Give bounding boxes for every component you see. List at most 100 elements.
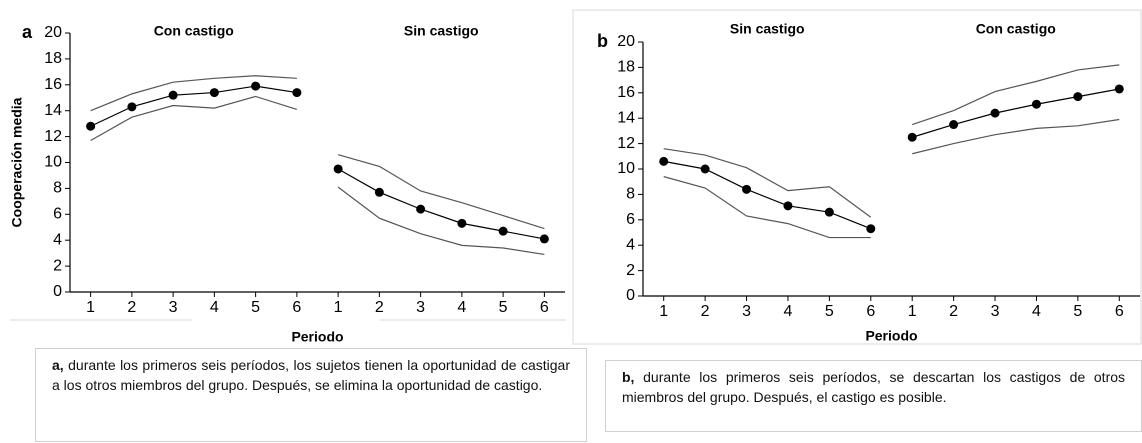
series-line xyxy=(90,85,297,127)
panel-label: b xyxy=(597,31,608,51)
x-tick-label: 4 xyxy=(210,299,219,316)
y-tick-label: 8 xyxy=(53,180,62,197)
caption-text: durante los primeros seis períodos, los … xyxy=(52,357,570,393)
data-point xyxy=(1031,99,1041,109)
y-tick-label: 0 xyxy=(626,287,635,304)
x-tick-label: 5 xyxy=(499,299,508,316)
section-title: Sin castigo xyxy=(404,23,479,39)
x-tick-label: 6 xyxy=(540,299,549,316)
data-point xyxy=(824,207,834,217)
series-line xyxy=(663,160,872,230)
y-tick-label: 6 xyxy=(626,211,635,228)
x-tick-label: 3 xyxy=(742,303,751,320)
panel-frame xyxy=(572,9,1142,345)
caption-lead: b, xyxy=(622,369,635,385)
x-tick-label: 6 xyxy=(866,303,875,320)
x-axis-label: Periodo xyxy=(291,329,343,345)
section-title: Sin castigo xyxy=(730,21,805,37)
data-point xyxy=(498,226,508,236)
x-tick-label: 6 xyxy=(1115,303,1124,320)
y-tick-label: 18 xyxy=(44,50,62,67)
series-line xyxy=(912,64,1120,126)
data-point xyxy=(127,102,137,112)
data-point xyxy=(659,156,669,166)
data-point xyxy=(866,224,876,234)
y-tick-label: 10 xyxy=(44,154,62,171)
data-point xyxy=(416,204,426,214)
y-axis-label: Cooperación media xyxy=(9,97,25,227)
x-tick-label: 1 xyxy=(908,303,917,320)
data-point xyxy=(168,90,178,100)
caption-text: durante los primeros seis períodos, se d… xyxy=(622,369,1126,405)
y-tick-label: 2 xyxy=(626,262,635,279)
y-tick-label: 10 xyxy=(617,160,635,177)
series-line xyxy=(90,95,298,142)
x-tick-label: 4 xyxy=(457,299,466,316)
y-tick-label: 4 xyxy=(626,236,635,253)
y-tick-label: 16 xyxy=(44,76,62,93)
section-title: Con castigo xyxy=(154,23,234,39)
x-tick-label: 2 xyxy=(127,299,136,316)
data-point xyxy=(539,234,549,244)
y-tick-label: 20 xyxy=(617,33,635,50)
data-point xyxy=(990,108,1000,118)
data-point xyxy=(86,121,96,131)
y-tick-label: 2 xyxy=(53,257,62,274)
x-tick-label: 5 xyxy=(825,303,834,320)
caption-b: b, durante los primeros seis períodos, s… xyxy=(605,360,1142,432)
caption-a: a, durante los primeros seis períodos, l… xyxy=(35,348,587,442)
data-point xyxy=(1073,92,1083,102)
series-line xyxy=(912,118,1120,155)
data-point xyxy=(949,120,959,130)
y-tick-label: 14 xyxy=(617,109,635,126)
y-tick-label: 12 xyxy=(44,128,62,145)
data-point xyxy=(374,187,384,197)
series-line xyxy=(663,148,872,218)
data-point xyxy=(333,164,343,174)
x-tick-label: 3 xyxy=(169,299,178,316)
y-tick-label: 8 xyxy=(626,186,635,203)
x-tick-label: 1 xyxy=(659,303,668,320)
x-tick-label: 6 xyxy=(292,299,301,316)
data-point xyxy=(251,81,261,91)
series-line xyxy=(90,75,297,112)
x-tick-label: 2 xyxy=(949,303,958,320)
data-point xyxy=(457,218,467,228)
series-line xyxy=(663,176,871,239)
data-point xyxy=(1114,84,1124,94)
y-tick-label: 12 xyxy=(617,135,635,152)
x-axis-label: Periodo xyxy=(865,328,917,344)
x-tick-label: 2 xyxy=(701,303,710,320)
x-tick-label: 1 xyxy=(86,299,95,316)
section-title: Con castigo xyxy=(976,21,1056,37)
x-tick-label: 4 xyxy=(784,303,793,320)
y-tick-label: 4 xyxy=(53,231,62,248)
x-tick-label: 3 xyxy=(991,303,1000,320)
data-point xyxy=(783,201,793,211)
data-point xyxy=(700,164,710,174)
y-tick-label: 14 xyxy=(44,102,62,119)
panel-label: a xyxy=(22,22,33,42)
x-tick-label: 4 xyxy=(1032,303,1041,320)
caption-lead: a, xyxy=(52,357,64,373)
y-tick-label: 6 xyxy=(53,206,62,223)
x-tick-label: 1 xyxy=(334,299,343,316)
x-tick-label: 5 xyxy=(251,299,260,316)
data-point xyxy=(907,132,917,142)
y-tick-label: 18 xyxy=(617,59,635,76)
data-point xyxy=(742,184,752,194)
series-line xyxy=(337,154,545,230)
y-tick-label: 16 xyxy=(617,84,635,101)
y-tick-label: 20 xyxy=(44,24,62,41)
y-tick-label: 0 xyxy=(53,283,62,300)
x-tick-label: 3 xyxy=(416,299,425,316)
series-line xyxy=(912,88,1120,138)
series-line xyxy=(337,186,545,256)
data-point xyxy=(209,88,219,98)
data-point xyxy=(292,88,302,98)
x-tick-label: 2 xyxy=(375,299,384,316)
x-tick-label: 5 xyxy=(1073,303,1082,320)
series-line xyxy=(337,168,545,240)
